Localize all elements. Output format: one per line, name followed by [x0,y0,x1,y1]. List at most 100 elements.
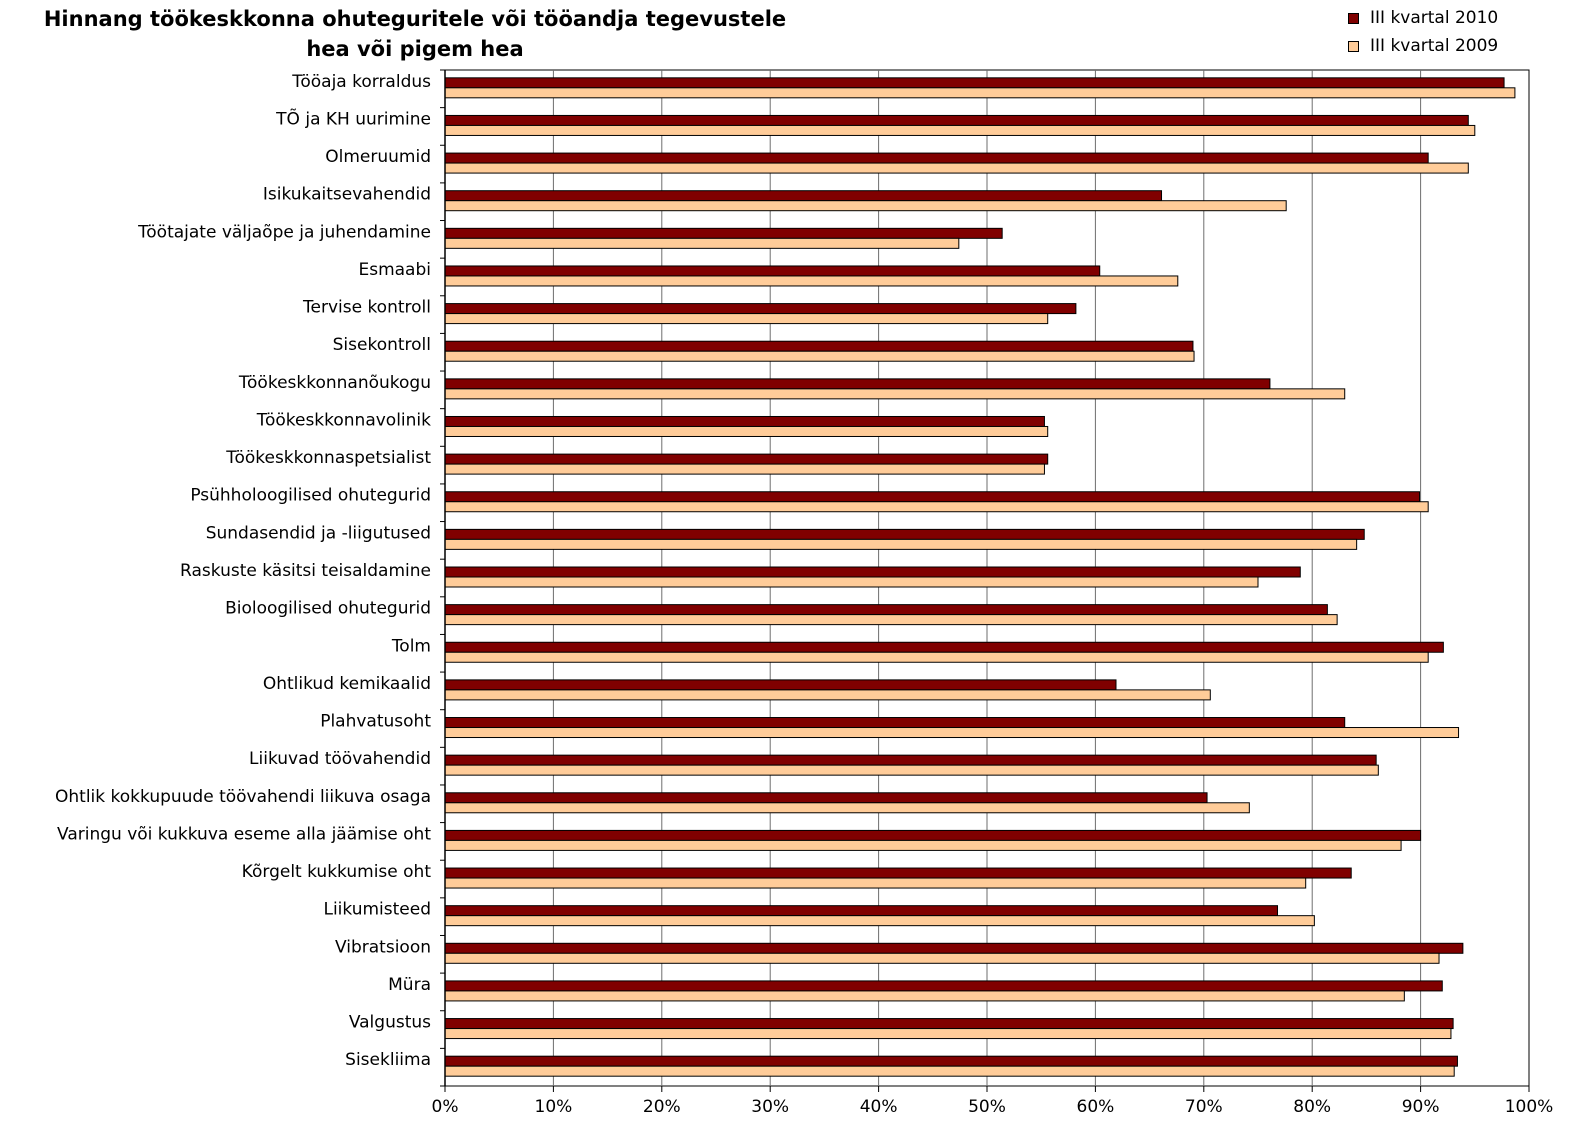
bar-2010 [444,303,1077,315]
chart-title-line-1: Hinnang töökeskkonna ohuteguritele või t… [43,7,787,31]
bar-2010 [444,227,1003,239]
bar-2009 [444,275,1179,287]
category-label: Raskuste käsitsi teisaldamine [180,561,431,581]
legend-swatch-2009 [1348,40,1359,52]
bar-2009 [444,952,1440,964]
bar-2009 [444,839,1402,851]
bar-2009 [444,802,1250,814]
category-label: Liikumisteed [323,900,431,920]
category-label: Sisekliima [345,1050,431,1070]
category-label: Olmeruumid [325,147,431,167]
bar-2009 [444,764,1379,776]
bar-2009 [444,651,1429,663]
category-label: Töökeskkonnaspetsialist [225,448,431,468]
category-label: Esmaabi [358,260,431,280]
bar-2010 [444,152,1429,164]
bar-2009 [444,990,1405,1002]
bar-2010 [444,942,1464,954]
bar-2010 [444,905,1279,917]
bar-2009 [444,727,1460,739]
bar-2010 [444,77,1505,89]
x-tick-label: 80% [1293,1097,1331,1117]
bar-2010 [444,829,1422,841]
x-tick-label: 100% [1505,1097,1554,1117]
bar-2009 [444,501,1429,513]
bar-2010 [444,1055,1458,1067]
category-label: Tööaja korraldus [291,72,431,92]
category-label: Plahvatusoht [320,712,431,732]
bar-2009 [444,237,960,249]
x-tick-label: 40% [860,1097,898,1117]
bar-2010 [444,754,1377,766]
bar-2009 [444,614,1338,626]
category-label: Liikuvad töövahendid [249,749,431,769]
bar-2010 [444,190,1163,202]
category-label: Sundasendid ja -liigutused [206,523,431,543]
bar-2010 [444,717,1346,729]
bar-2010 [444,679,1117,691]
x-tick-label: 60% [1077,1097,1115,1117]
bar-2009 [444,350,1195,362]
bar-2010 [444,265,1101,277]
bar-2010 [444,604,1328,616]
category-label: Töökeskkonnavolinik [256,410,431,430]
chart-title-line-2: hea või pigem hea [306,37,524,61]
bar-2009 [444,162,1469,174]
category-label: TÕ ja KH uurimine [275,107,431,129]
x-tick-label: 20% [643,1097,681,1117]
legend: III kvartal 2010 III kvartal 2009 [1348,4,1498,60]
bar-2009 [444,425,1049,437]
bar-2010 [444,980,1443,992]
category-label: Valgustus [349,1013,431,1033]
bar-2010 [444,453,1049,465]
x-tick-label: 30% [751,1097,789,1117]
category-label: Tolm [391,636,431,656]
x-tick-label: 10% [535,1097,573,1117]
category-label: Kõrgelt kukkumise oht [242,862,432,882]
category-label: Isikukaitsevahendid [263,185,431,205]
category-label: Müra [388,975,431,995]
bar-2010 [444,867,1352,879]
category-label: Ohtlik kokkupuude töövahendi liikuva osa… [55,787,431,807]
bar-2009 [444,689,1211,701]
bar-2009 [444,313,1049,325]
bar-2009 [444,463,1045,475]
bar-2009 [444,877,1307,889]
bar-2009 [444,87,1516,99]
x-tick-label: 70% [1185,1097,1223,1117]
bar-2010 [444,491,1421,503]
legend-swatch-2010 [1348,12,1359,24]
category-label: Töötajate väljaõpe ja juhendamine [137,222,431,242]
chart-title: Hinnang töökeskkonna ohuteguritele või t… [0,4,830,64]
bar-2009 [444,576,1259,588]
category-label: Varingu või kukkuva eseme alla jäämise o… [57,824,431,844]
x-tick-label: 50% [968,1097,1006,1117]
legend-item-2009: III kvartal 2009 [1348,32,1498,60]
bar-2010 [444,528,1365,540]
x-tick-label: 90% [1402,1097,1440,1117]
legend-item-2010: III kvartal 2010 [1348,4,1498,32]
bar-2009 [444,915,1315,927]
bar-2009 [444,538,1358,550]
x-tick-label: 0% [432,1097,459,1117]
bar-2010 [444,415,1045,427]
bar-2009 [444,200,1287,212]
bar-2010 [444,566,1301,578]
category-label: Sisekontroll [333,335,431,355]
category-label: Psühholoogilised ohutegurid [190,486,431,506]
category-label: Bioloogilised ohutegurid [225,599,431,619]
legend-label-2009: III kvartal 2009 [1370,36,1499,56]
bar-2010 [444,1018,1454,1030]
bar-2009 [444,1028,1452,1040]
bar-2009 [444,124,1476,136]
bar-2010 [444,378,1271,390]
category-label: Vibratsioon [335,937,431,957]
bar-2010 [444,114,1469,126]
category-label: Tervise kontroll [302,298,431,318]
category-label: Ohtlikud kemikaalid [263,674,431,694]
bar-2009 [444,1065,1455,1077]
bar-2010 [444,340,1194,352]
category-label: Töökeskkonnanõukogu [238,373,431,393]
bar-2010 [444,792,1208,804]
